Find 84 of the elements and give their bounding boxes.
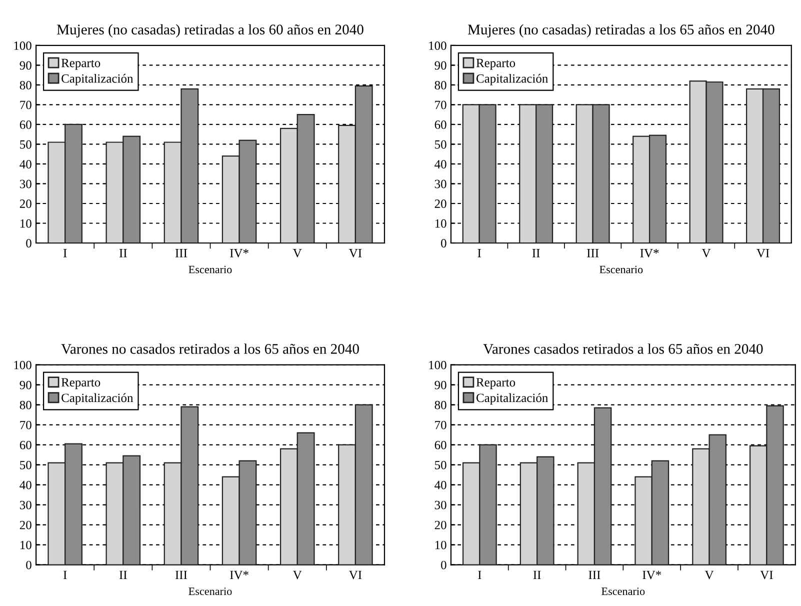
y-tick-label: 60 [20,120,32,129]
chart-title: Mujeres (no casadas) retiradas a los 60 años en 2040 [56,24,364,38]
y-tick-label: 90 [434,380,446,390]
legend-label: Capitalización [62,393,134,405]
x-axis-title: Escenario [600,266,643,274]
legend-label: Reparto [61,58,100,70]
y-tick-label: 20 [434,200,446,208]
y-tick-label: 40 [20,480,32,490]
legend-label: Capitalización [476,393,548,405]
x-tick-label: IV* [642,570,662,580]
x-tick-label: VI [348,249,362,258]
y-tick-label: 30 [434,500,446,510]
x-tick-label: IV* [640,249,659,258]
x-tick-label: VI [760,570,773,580]
x-tick-label: III [587,249,599,258]
legend-label: Reparto [476,378,516,390]
y-tick-label: 30 [20,180,32,188]
x-tick-label: III [588,570,600,580]
legend-label: Capitalización [62,74,134,86]
x-tick-label: V [293,249,302,258]
y-tick-label: 50 [435,460,446,470]
y-tick-label: 50 [20,140,32,149]
x-tick-label: III [175,570,188,580]
legend-label: Reparto [61,378,100,390]
x-tick-label: I [63,570,67,580]
x-tick-label: V [704,570,714,580]
y-tick-label: 20 [20,520,32,530]
chart-title: Varones no casados retirados a los 65 años en 2040 [61,344,359,354]
x-tick-label: IV* [230,249,248,258]
y-tick-label: 80 [20,80,32,90]
y-tick-label: 100 [14,41,32,50]
y-tick-label: 20 [20,200,32,208]
y-tick-label: 100 [14,360,32,370]
y-tick-label: 10 [20,219,32,228]
x-tick-label: I [63,249,67,258]
y-tick-label: 90 [20,61,32,70]
y-tick-label: 100 [429,360,446,370]
y-tick-label: 70 [20,420,32,430]
y-tick-label: 10 [435,540,446,550]
y-tick-label: 10 [435,219,446,228]
y-tick-label: 80 [434,80,446,90]
y-tick-label: 60 [434,440,446,450]
y-tick-label: 90 [434,61,446,70]
y-tick-label: 100 [429,41,446,50]
chart-title: Mujeres (no casadas) retiradas a los 65 años en 2040 [468,24,774,38]
x-tick-label: V [293,570,302,580]
y-tick-label: 40 [20,160,32,168]
legend-label: Reparto [476,58,516,70]
legend-label: Capitalización [476,74,548,86]
x-tick-label: IV* [230,570,248,580]
x-tick-label: V [702,249,711,258]
x-tick-label: II [119,570,127,580]
x-tick-label: VI [756,249,770,258]
y-tick-label: 30 [434,180,446,188]
y-tick-label: 0 [441,239,446,248]
y-tick-label: 70 [435,100,446,110]
x-tick-label: III [175,249,188,258]
y-tick-label: 60 [20,440,32,450]
x-tick-label: I [478,249,481,258]
x-axis-title: Escenario [602,588,645,596]
x-tick-label: I [478,570,482,580]
x-tick-label: VI [348,570,362,580]
chart-title: Varones casados retirados a los 65 años en 2040 [483,344,763,354]
y-tick-label: 70 [435,420,446,430]
x-tick-label: II [532,249,540,258]
y-tick-label: 80 [434,400,446,410]
x-tick-label: II [533,570,541,580]
y-tick-label: 20 [434,520,446,530]
x-tick-label: II [119,249,127,258]
y-tick-label: 10 [20,540,32,550]
x-axis-title: Escenario [188,266,232,274]
x-axis-title: Escenario [188,588,232,596]
y-tick-label: 70 [20,100,32,110]
y-tick-label: 40 [434,480,446,490]
y-tick-label: 30 [20,500,32,510]
y-tick-label: 0 [441,560,446,570]
y-tick-label: 50 [435,140,446,149]
y-tick-label: 90 [20,380,32,390]
y-tick-label: 50 [20,460,32,470]
y-tick-label: 40 [434,160,446,168]
y-tick-label: 0 [26,239,32,248]
y-tick-label: 60 [434,120,446,129]
y-tick-label: 80 [20,400,32,410]
y-tick-label: 0 [26,560,32,570]
